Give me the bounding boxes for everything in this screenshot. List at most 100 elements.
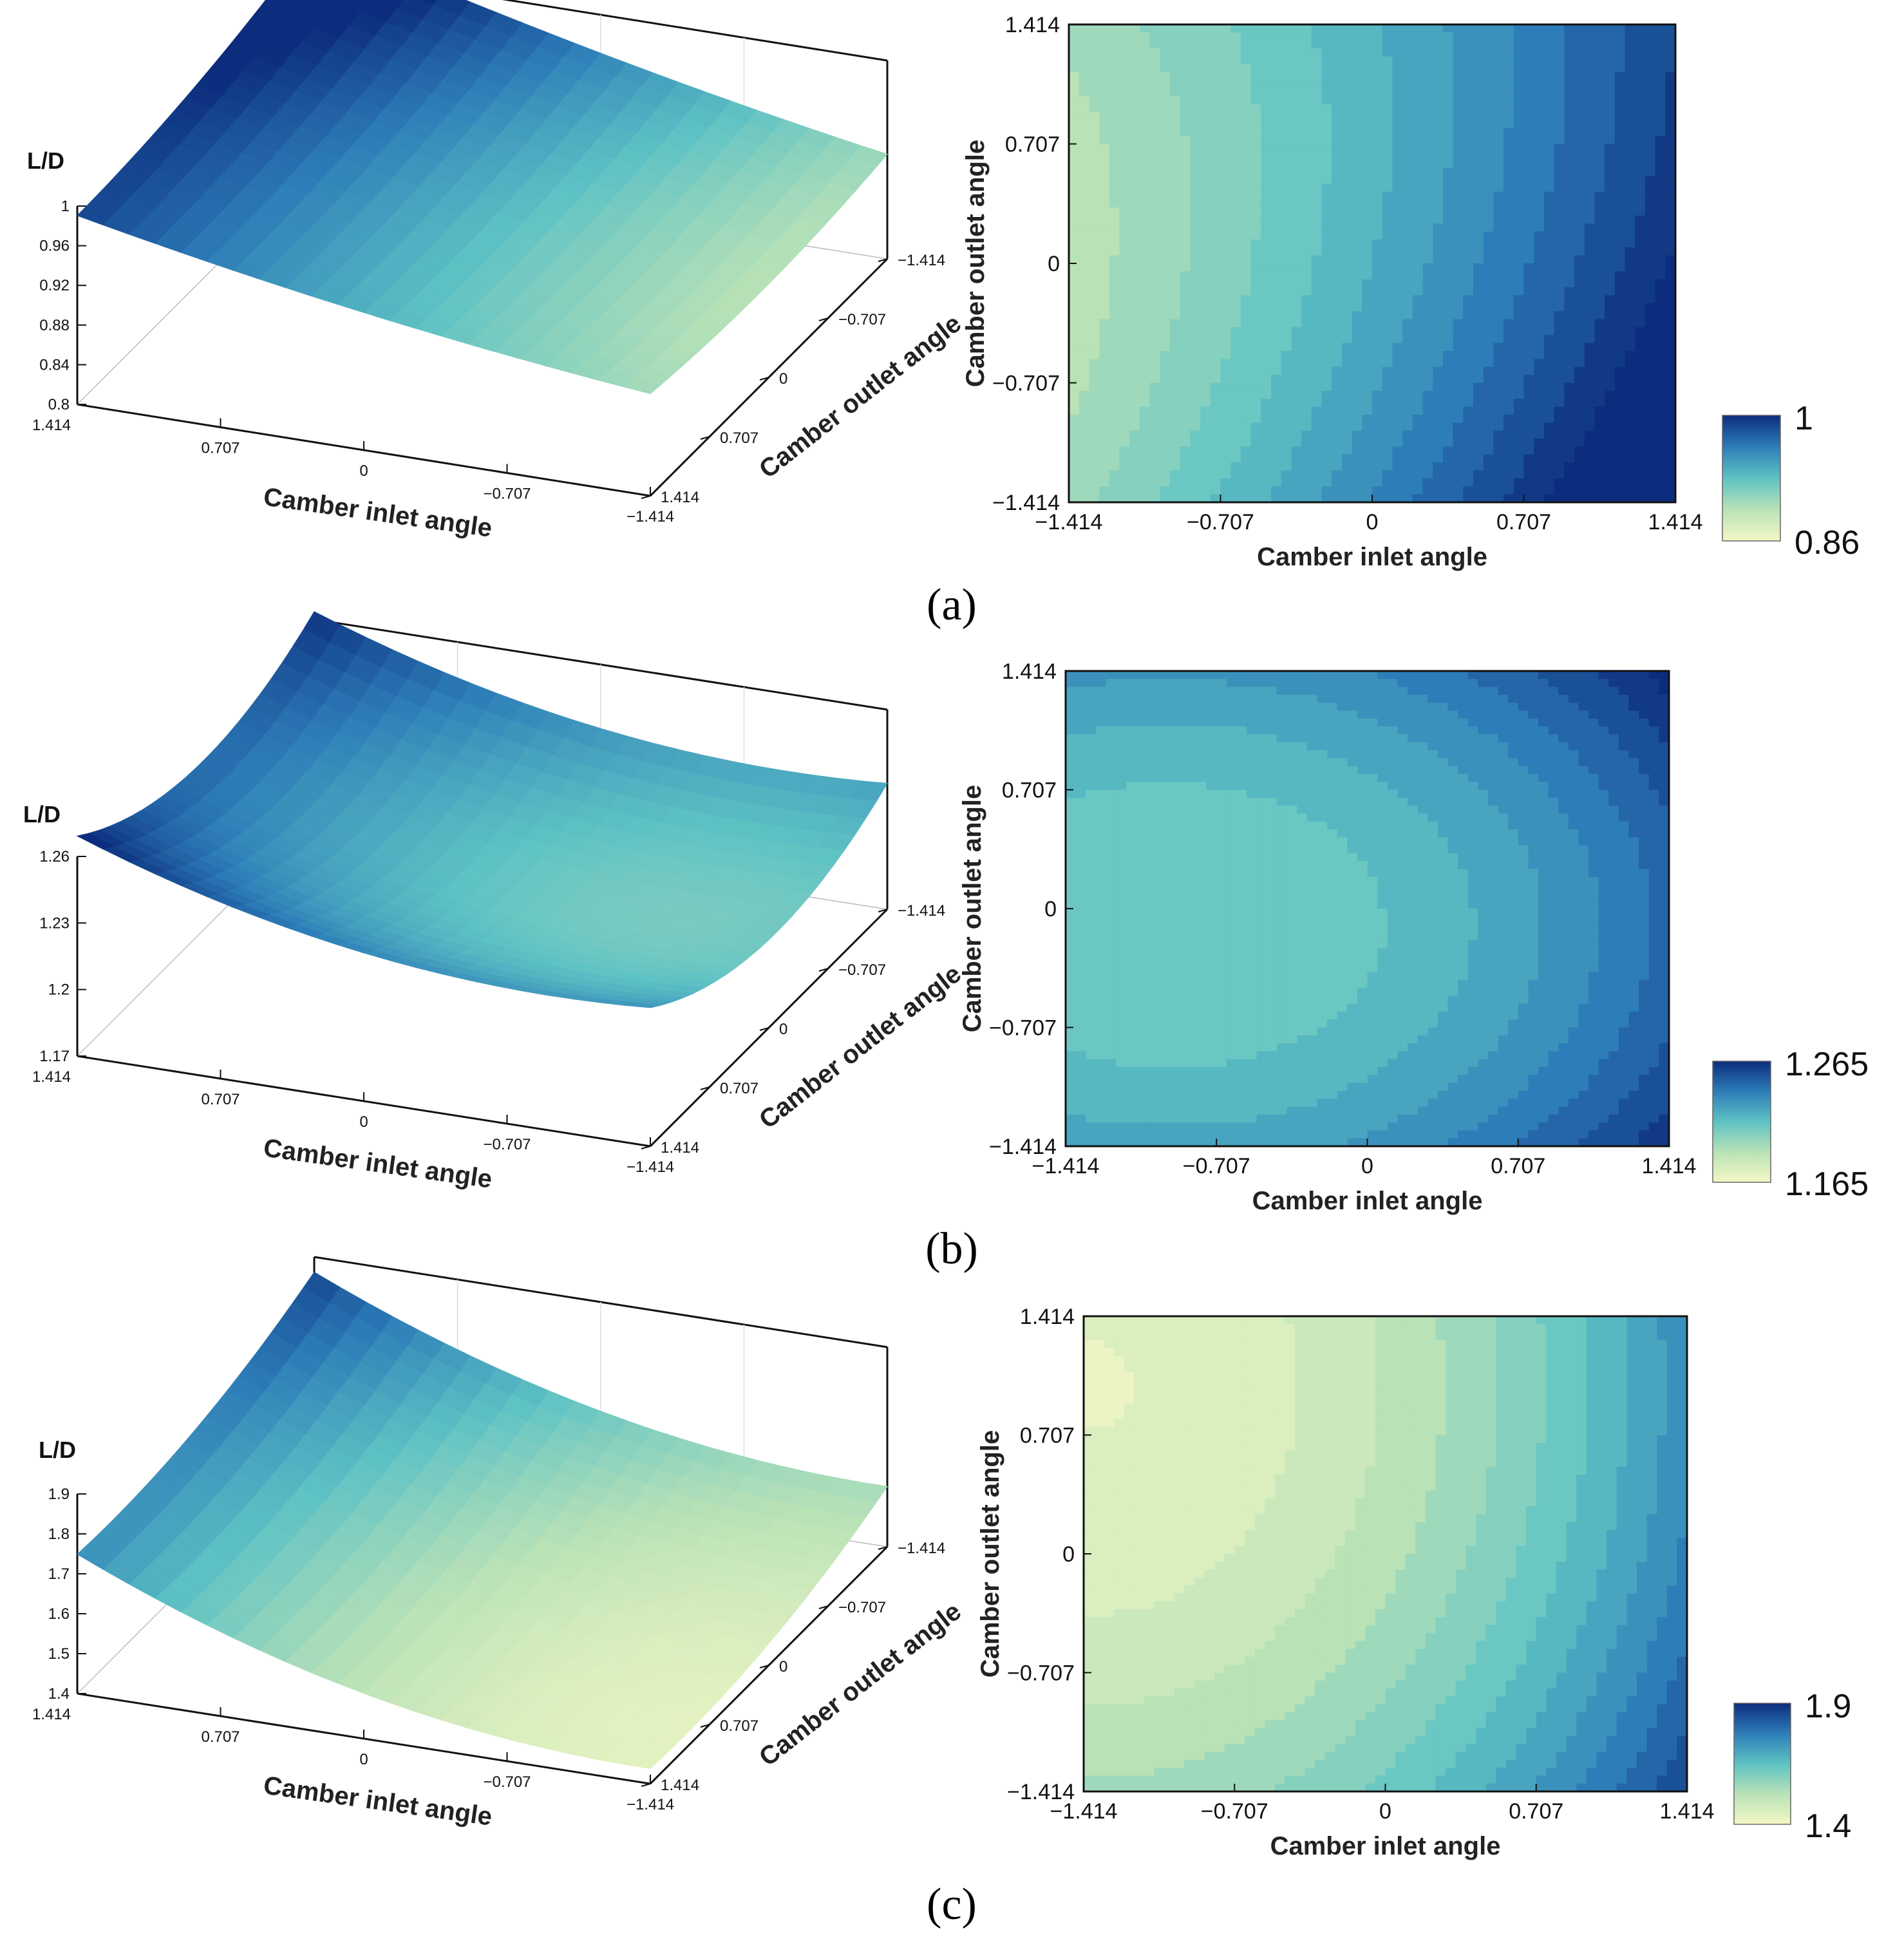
contour-cell: [1614, 271, 1626, 280]
contour-cell: [1503, 470, 1514, 479]
contour-cell: [1352, 247, 1362, 256]
contour-cell: [1210, 271, 1221, 280]
contour-cell: [1230, 446, 1241, 455]
contour-cell: [1594, 167, 1605, 176]
contour-cell: [1301, 72, 1312, 81]
contour-cell: [1564, 184, 1575, 193]
contour-cell: [1210, 462, 1221, 471]
contour-cell: [1311, 439, 1323, 448]
contour-cell: [1584, 175, 1595, 184]
contour-cell: [1086, 1130, 1097, 1139]
contour-cell: [1665, 200, 1676, 209]
contour-cell: [1086, 806, 1097, 814]
contour-cell: [1271, 215, 1282, 224]
contour-cell: [1170, 207, 1181, 216]
contour-cell: [1554, 231, 1565, 240]
contour-cell: [1109, 335, 1120, 344]
contour-cell: [1129, 359, 1140, 368]
contour-cell: [1554, 470, 1565, 479]
contour-cell: [1513, 439, 1525, 448]
contour-cell: [1625, 151, 1635, 160]
contour-cell: [1109, 160, 1120, 169]
contour-cell: [1291, 255, 1302, 264]
contour-cell: [1493, 191, 1504, 200]
contour-cell: [1372, 366, 1383, 375]
contour-cell: [1066, 694, 1077, 703]
contour-cell: [1453, 430, 1464, 439]
contour-cell: [1291, 247, 1302, 256]
contour-cell: [1066, 996, 1077, 1005]
contour-cell: [1240, 359, 1252, 368]
contour-cell: [1089, 32, 1100, 41]
contour-cell: [1483, 343, 1494, 352]
outlet-tick: [700, 436, 710, 440]
contour-cell: [1605, 359, 1616, 368]
contour-cell: [1543, 430, 1555, 439]
contour-cell: [1240, 462, 1252, 471]
contour-cell: [1075, 829, 1086, 838]
contour-cell: [1075, 813, 1086, 822]
contour-cell: [1635, 136, 1646, 145]
contour-cell: [1106, 1082, 1117, 1091]
contour-cell: [1139, 167, 1151, 176]
contour-cell: [1079, 295, 1089, 304]
contour-cell: [1665, 470, 1676, 479]
contour-cell: [1109, 215, 1120, 224]
contour-cell: [1584, 399, 1595, 408]
contour-cell: [1635, 311, 1646, 320]
contour-cell: [1149, 422, 1160, 431]
contour-cell: [1190, 446, 1201, 455]
contour-cell: [1433, 207, 1444, 216]
contour-cell: [1220, 326, 1231, 335]
contour-cell: [1442, 215, 1454, 224]
contour-cell: [1635, 160, 1646, 169]
contour-cell: [1493, 295, 1504, 304]
contour-cell: [1311, 191, 1323, 200]
contour-cell: [1352, 24, 1362, 33]
contour-cell: [1089, 375, 1100, 384]
contour-cell: [1099, 128, 1110, 137]
contour-cell: [1665, 446, 1676, 455]
contour-cell: [1614, 56, 1626, 65]
contour-cell: [1574, 167, 1585, 176]
contour-cell: [1139, 239, 1151, 248]
contour-cell: [1645, 144, 1656, 153]
contour-cell: [1412, 32, 1424, 41]
contour-cell: [1271, 40, 1282, 49]
contour-cell: [1422, 40, 1433, 49]
contour-cell: [1605, 295, 1616, 304]
contour-cell: [1129, 167, 1140, 176]
contour-cell: [1301, 462, 1312, 471]
contour-cell: [1422, 486, 1433, 495]
contour-cell: [1362, 104, 1373, 113]
contour-cell: [1069, 271, 1080, 280]
contour-cell: [1665, 454, 1676, 463]
contour-cell: [1422, 136, 1433, 145]
contour-cell: [1382, 128, 1393, 137]
contour-cell: [1250, 454, 1261, 463]
contour-cell: [1362, 80, 1373, 89]
contour-cell: [1543, 494, 1555, 503]
contour-cell: [1402, 72, 1413, 81]
contour-cell: [1261, 319, 1272, 328]
contour-cell: [1523, 494, 1534, 503]
contour-cell: [1261, 104, 1272, 113]
contour-cell: [1109, 430, 1120, 439]
contour-cell: [1372, 104, 1383, 113]
contour-cell: [1069, 160, 1080, 169]
contour-cell: [1332, 48, 1343, 57]
contour-cell: [1635, 263, 1646, 272]
contour-cell: [1372, 263, 1383, 272]
contour-cell: [1645, 48, 1656, 57]
contour-cell: [1372, 247, 1383, 256]
contour-cell: [1119, 430, 1130, 439]
contour-cell: [1341, 462, 1353, 471]
contour-cell: [1584, 184, 1595, 193]
contour-cell: [1392, 80, 1403, 89]
contour-cell: [1645, 200, 1656, 209]
contour-cell: [1089, 231, 1100, 240]
contour-cell: [1220, 486, 1231, 495]
contour-cell: [1605, 40, 1616, 49]
contour-cell: [1352, 40, 1362, 49]
contour-cell: [1453, 207, 1464, 216]
